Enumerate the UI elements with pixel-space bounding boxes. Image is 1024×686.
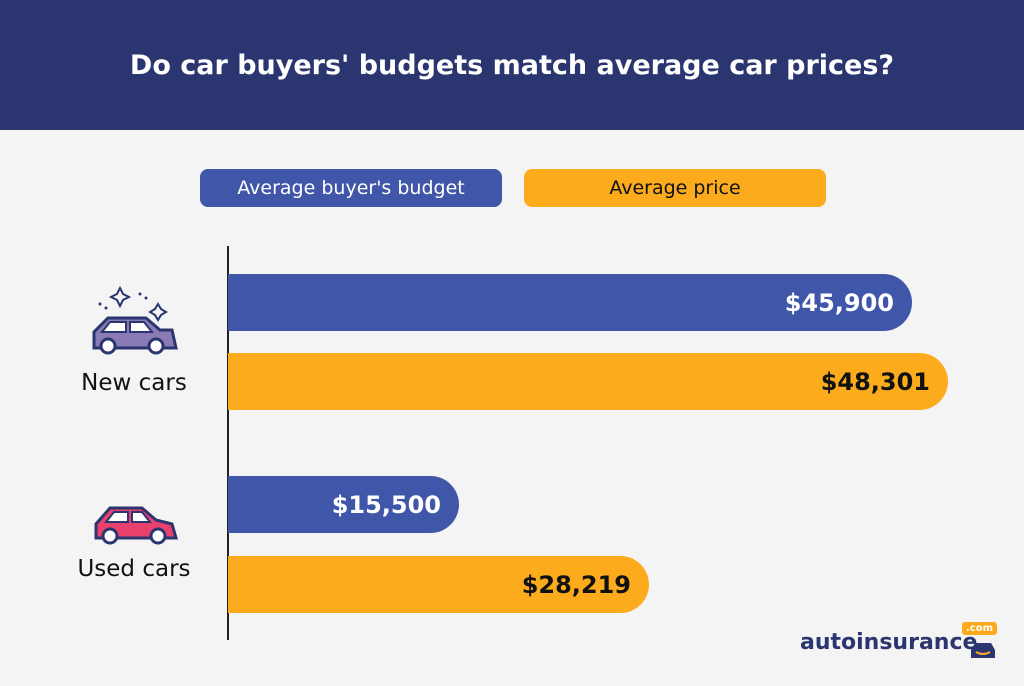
brand-name: autoinsurance — [800, 630, 978, 655]
sparkling-car-icon — [92, 285, 178, 355]
bar-budget-used: $15,500 — [228, 476, 459, 533]
bar-price-new: $48,301 — [228, 353, 948, 410]
brand-logo: autoinsurance .com — [800, 622, 998, 658]
data-label: $45,900 — [784, 288, 894, 317]
legend-price: Average price — [524, 169, 826, 207]
car-icon — [94, 506, 178, 545]
y-axis-line — [227, 246, 229, 640]
header: Do car buyers' budgets match average car… — [0, 0, 1024, 130]
brand-suffix: .com — [962, 622, 998, 635]
data-label: $15,500 — [331, 490, 441, 519]
category-label-used-cars: Used cars — [77, 556, 191, 582]
legend-budget: Average buyer's budget — [200, 169, 502, 207]
bar-budget-new: $45,900 — [228, 274, 912, 331]
data-label: $48,301 — [820, 367, 930, 396]
car-logo-icon — [971, 643, 995, 658]
bar-price-used: $28,219 — [228, 556, 649, 613]
data-label: $28,219 — [521, 570, 631, 599]
category-label-new-cars: New cars — [81, 370, 187, 396]
chart-title: Do car buyers' budgets match average car… — [129, 49, 895, 81]
